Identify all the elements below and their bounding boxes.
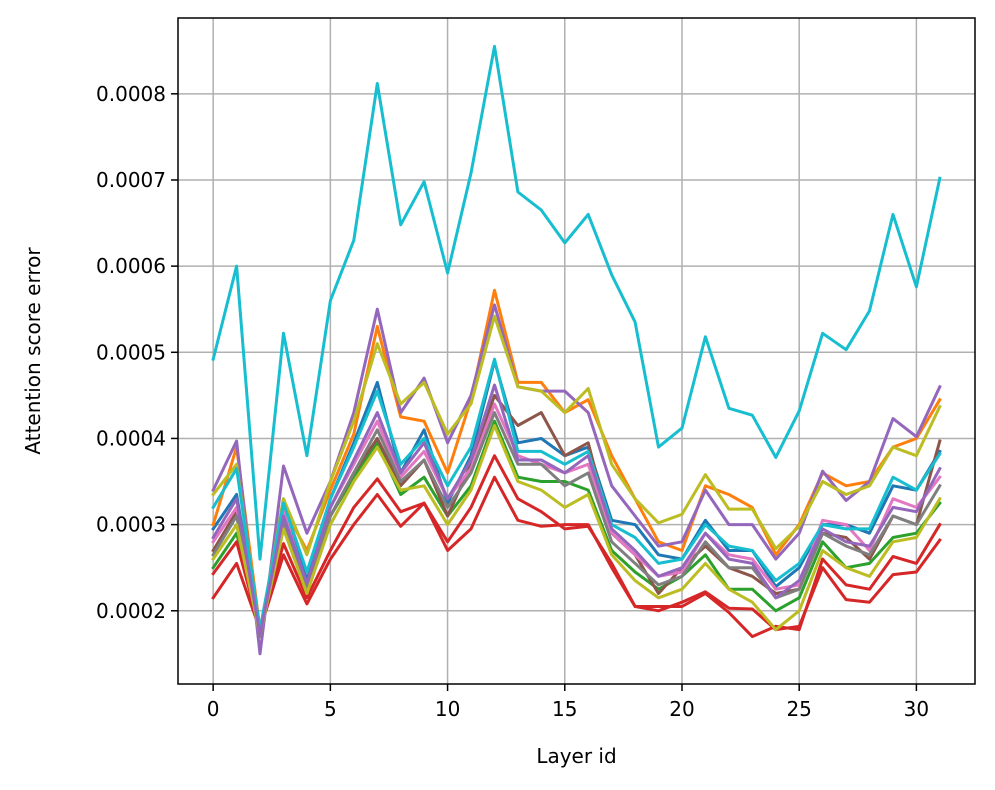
x-tick-label: 0 bbox=[207, 697, 220, 721]
series-line-4 bbox=[211, 475, 942, 632]
series-line-13 bbox=[211, 357, 942, 632]
x-axis-label: Layer id bbox=[536, 744, 616, 768]
y-tick-label: 0.0006 bbox=[96, 254, 166, 278]
y-tick-label: 0.0007 bbox=[96, 168, 166, 192]
series-line-10 bbox=[211, 314, 942, 634]
series-line-11 bbox=[211, 424, 942, 637]
y-tick-label: 0.0003 bbox=[96, 513, 166, 537]
y-axis-label: Attention score error bbox=[21, 247, 45, 455]
plot-frame bbox=[177, 17, 976, 685]
y-tick-label: 0.0004 bbox=[96, 426, 166, 450]
x-tick-label: 30 bbox=[904, 697, 929, 721]
y-tick-label: 0.0002 bbox=[96, 599, 166, 623]
x-tick-label: 15 bbox=[552, 697, 577, 721]
series-line-9 bbox=[211, 411, 942, 639]
x-tick-label: 20 bbox=[669, 697, 694, 721]
series-line-14 bbox=[211, 383, 942, 637]
y-tick-label: 0.0008 bbox=[96, 82, 166, 106]
x-axis: 0 5 10 15 20 25 30 bbox=[207, 684, 929, 721]
x-tick-label: 10 bbox=[435, 697, 460, 721]
x-tick-label: 25 bbox=[786, 697, 811, 721]
series-line-5 bbox=[211, 454, 942, 639]
y-tick-label: 0.0005 bbox=[96, 340, 166, 364]
series-layer bbox=[211, 44, 942, 656]
x-tick-label: 5 bbox=[324, 697, 337, 721]
y-axis: 0.0002 0.0003 0.0004 0.0005 0.0006 0.0007 0.00… bbox=[96, 82, 178, 623]
series-line-12 bbox=[211, 44, 942, 561]
